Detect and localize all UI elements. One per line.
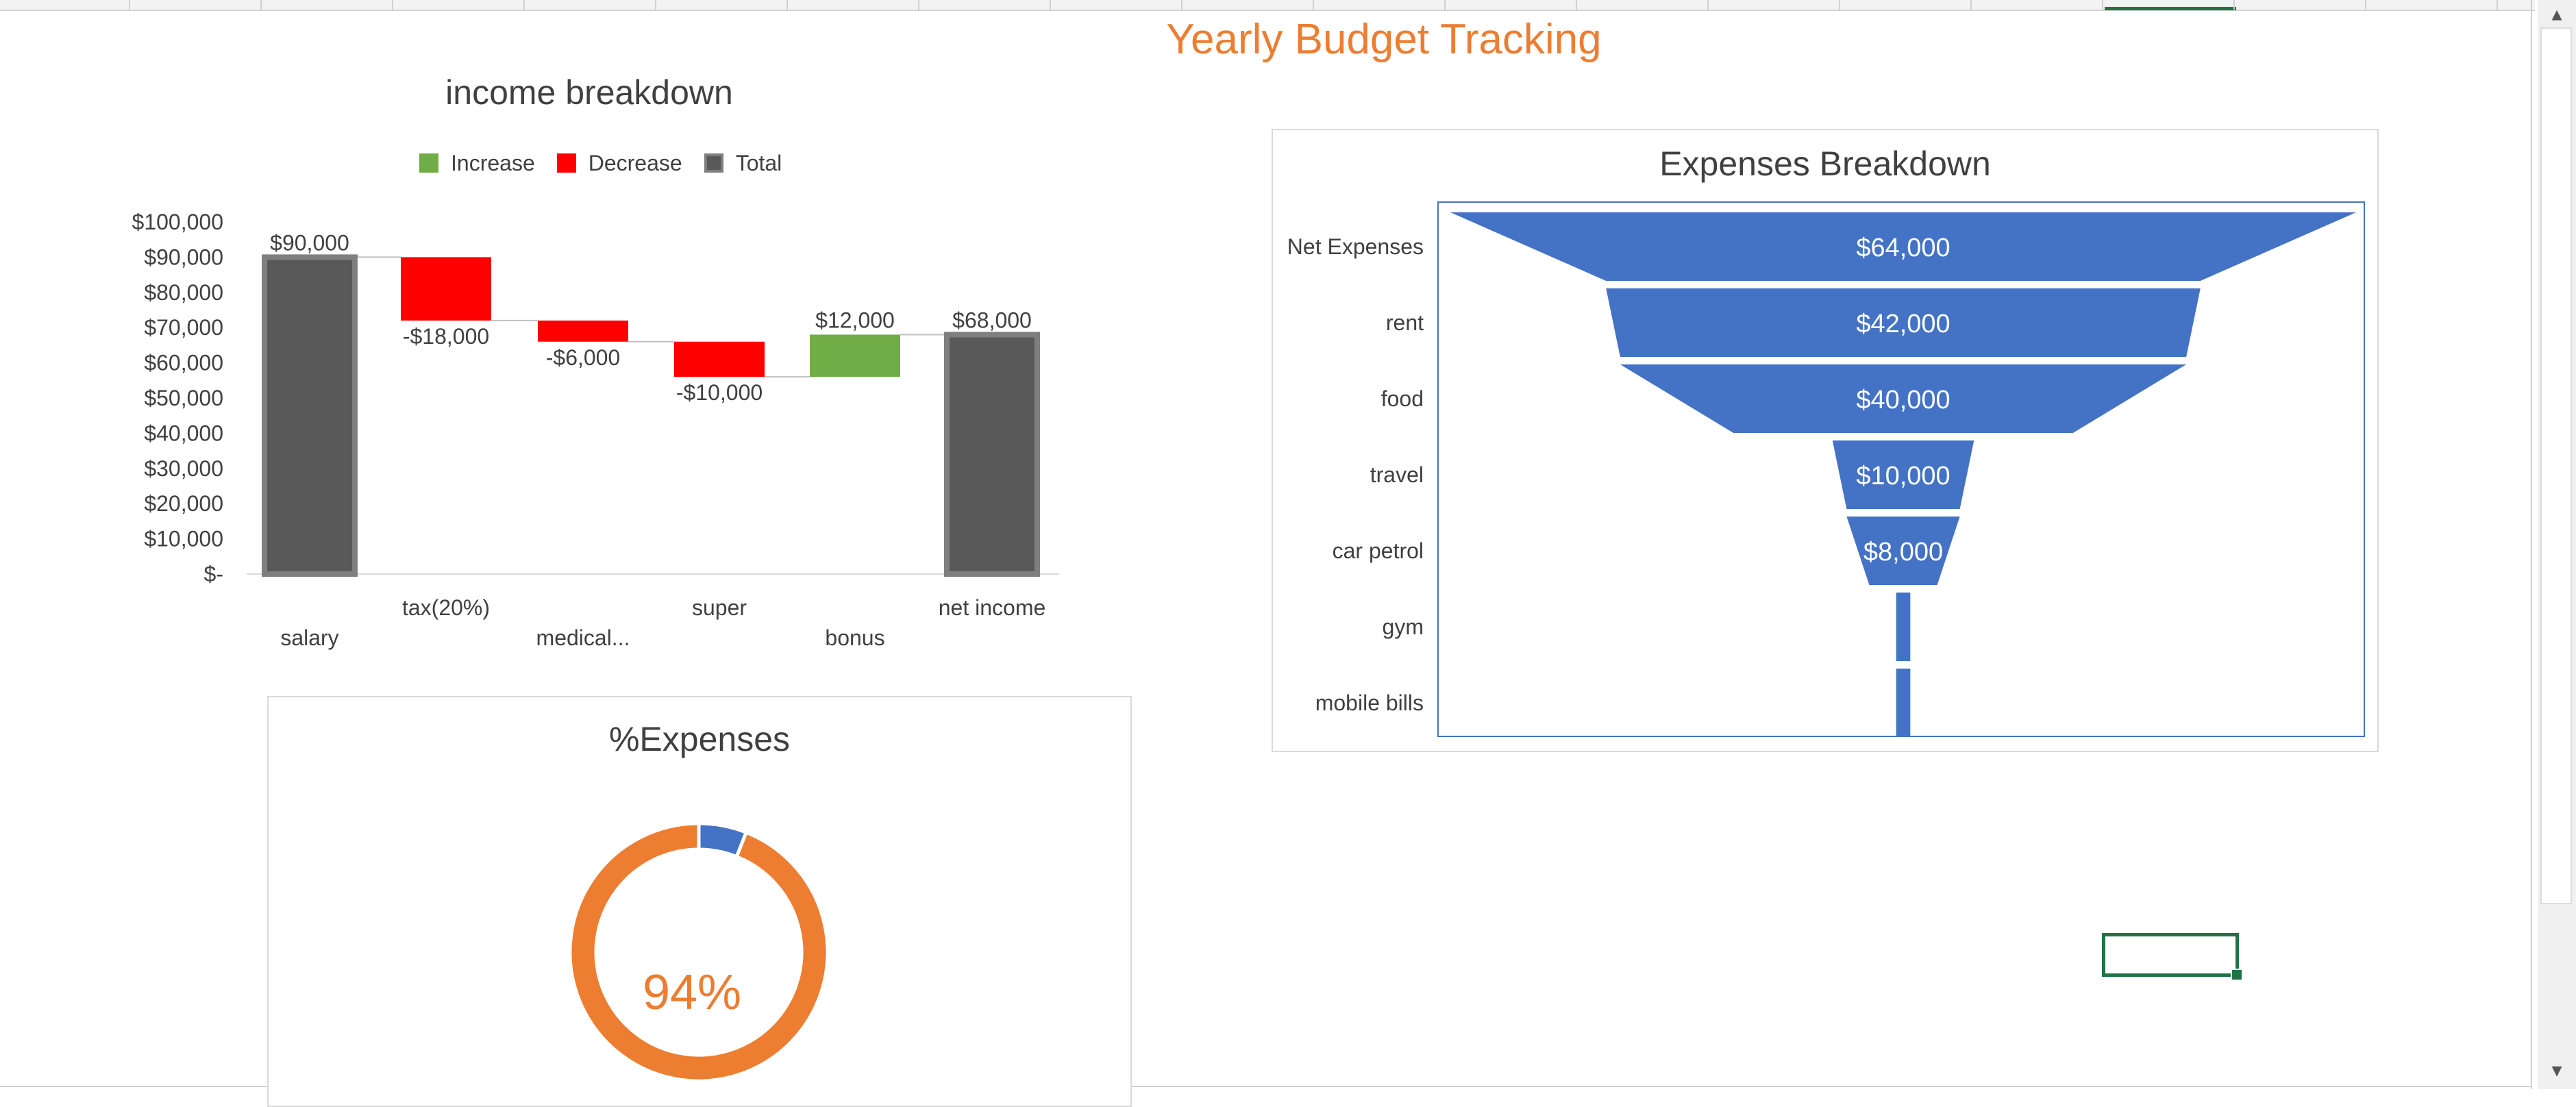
column-header-separator[interactable] xyxy=(2233,0,2235,10)
y-tick-label: $50,000 xyxy=(144,386,223,410)
column-header-separator[interactable] xyxy=(2102,0,2103,10)
y-tick-label: $10,000 xyxy=(144,527,223,551)
funnel-category-label: rent xyxy=(1386,310,1424,335)
funnel-data-label: $64,000 xyxy=(1856,234,1950,262)
funnel-segment-net-expenses[interactable] xyxy=(1450,212,2356,281)
y-tick-label: $70,000 xyxy=(144,315,223,340)
waterfall-bar-bonus[interactable] xyxy=(810,334,900,377)
x-category-label: bonus xyxy=(825,625,884,650)
y-tick-label: $90,000 xyxy=(144,245,223,269)
y-tick-label: $40,000 xyxy=(144,421,223,445)
column-header-separator[interactable] xyxy=(1970,0,1972,10)
column-header-separator[interactable] xyxy=(2497,0,2498,10)
fill-handle[interactable] xyxy=(2231,969,2243,981)
column-header-strip[interactable] xyxy=(0,0,2535,11)
waterfall-data-label: $90,000 xyxy=(270,230,349,255)
column-header-separator[interactable] xyxy=(787,0,788,10)
funnel-segment-gym[interactable] xyxy=(1896,593,1911,661)
legend-item-decrease[interactable]: Decrease xyxy=(556,150,682,176)
waterfall-data-label: $12,000 xyxy=(815,308,895,332)
legend-label-increase: Increase xyxy=(451,150,535,175)
waterfall-bar-net-income[interactable] xyxy=(944,332,1040,577)
y-tick-label: $30,000 xyxy=(144,456,223,481)
x-category-label: tax(20%) xyxy=(402,595,490,620)
funnel-data-label: $10,000 xyxy=(1856,462,1950,490)
column-header-separator[interactable] xyxy=(523,0,525,10)
column-header-separator[interactable] xyxy=(1050,0,1051,10)
funnel-category-label: car petrol xyxy=(1333,538,1424,563)
x-category-label: super xyxy=(692,595,747,620)
column-header-separator[interactable] xyxy=(2365,0,2366,10)
scroll-up-arrow-icon[interactable]: ▴ xyxy=(2551,3,2562,25)
legend-swatch-increase xyxy=(419,153,438,173)
column-header-separator[interactable] xyxy=(1181,0,1182,10)
column-header-separator[interactable] xyxy=(1313,0,1314,10)
legend-swatch-decrease xyxy=(556,153,576,173)
column-header-separator[interactable] xyxy=(1707,0,1709,10)
funnel-segment-rent[interactable] xyxy=(1606,288,2201,357)
waterfall-bar-super[interactable] xyxy=(674,341,765,377)
x-category-label: medical... xyxy=(536,625,630,650)
income-chart-legend[interactable]: Increase Decrease Total xyxy=(419,147,804,179)
legend-item-total[interactable]: Total xyxy=(704,151,782,176)
x-category-label: net income xyxy=(939,595,1046,620)
funnel-category-label: mobile bills xyxy=(1315,691,1424,715)
funnel-segment-car-petrol[interactable] xyxy=(1846,517,1960,585)
donut-center-label: 94% xyxy=(642,965,742,1020)
x-category-label: salary xyxy=(280,625,338,650)
column-header-separator[interactable] xyxy=(1444,0,1446,10)
pct-expenses-chart-title[interactable]: %Expenses xyxy=(608,720,791,758)
column-header-separator[interactable] xyxy=(918,0,919,10)
y-tick-label: $20,000 xyxy=(144,491,223,516)
column-header-separator[interactable] xyxy=(260,0,262,10)
funnel-category-label: gym xyxy=(1383,614,1424,639)
column-header-separator[interactable] xyxy=(392,0,393,10)
waterfall-bar-salary[interactable] xyxy=(262,254,358,577)
funnel-segment-travel[interactable] xyxy=(1832,440,1974,509)
pct-expenses-chart-area[interactable] xyxy=(267,696,1132,1107)
legend-label-decrease: Decrease xyxy=(588,150,682,175)
waterfall-data-label: -$18,000 xyxy=(403,324,489,349)
legend-swatch-total xyxy=(704,153,723,173)
funnel-data-label: $8,000 xyxy=(1863,538,1943,567)
legend-label-total: Total xyxy=(735,150,782,175)
y-tick-label: $60,000 xyxy=(144,351,223,375)
active-cell-selection[interactable] xyxy=(2102,933,2239,977)
waterfall-data-label: -$6,000 xyxy=(546,345,621,370)
income-chart-title[interactable]: income breakdown xyxy=(445,73,733,112)
selected-column-indicator xyxy=(2105,7,2236,10)
column-header-separator[interactable] xyxy=(129,0,130,10)
y-tick-label: $- xyxy=(204,562,223,586)
funnel-data-label: $42,000 xyxy=(1856,310,1950,338)
funnel-category-label: Net Expenses xyxy=(1287,234,1424,259)
sheet-title: Yearly Budget Tracking xyxy=(1166,16,1602,63)
vertical-scrollbar-thumb[interactable] xyxy=(2540,27,2572,904)
column-header-separator[interactable] xyxy=(1576,0,1577,10)
expenses-chart-title[interactable]: Expenses Breakdown xyxy=(1659,145,1991,183)
scroll-down-arrow-icon[interactable]: ▾ xyxy=(2551,1059,2562,1082)
column-header-separator[interactable] xyxy=(1839,0,1840,10)
legend-item-increase[interactable]: Increase xyxy=(419,151,535,176)
expenses-funnel-chart[interactable]: Net Expenses $64,000 rent $42,000 food $40,00… xyxy=(1272,129,2379,752)
pct-expenses-doughnut-chart[interactable] xyxy=(562,815,836,1089)
column-header-separator[interactable] xyxy=(655,0,656,10)
funnel-category-label: food xyxy=(1381,386,1424,411)
funnel-segment-food[interactable] xyxy=(1620,364,2187,433)
waterfall-data-label: -$10,000 xyxy=(676,380,763,405)
donut-slice-large[interactable] xyxy=(568,821,830,1083)
y-tick-label: $80,000 xyxy=(144,280,223,305)
waterfall-data-label: $68,000 xyxy=(952,308,1032,332)
waterfall-bar-medical[interactable] xyxy=(538,320,628,342)
funnel-segment-mobile-bills[interactable] xyxy=(1896,669,1911,737)
funnel-data-label: $40,000 xyxy=(1856,386,1950,414)
y-tick-label: $100,000 xyxy=(132,210,223,234)
grid-right-border xyxy=(2531,0,2532,1089)
grid-bottom-border xyxy=(0,1086,2532,1087)
funnel-category-label: travel xyxy=(1370,462,1424,487)
waterfall-bar-tax-20[interactable] xyxy=(401,257,491,321)
income-waterfall-chart[interactable]: $- $10,000 $20,000 $30,000 $40,000 $50,000 $60… xyxy=(0,0,1165,685)
